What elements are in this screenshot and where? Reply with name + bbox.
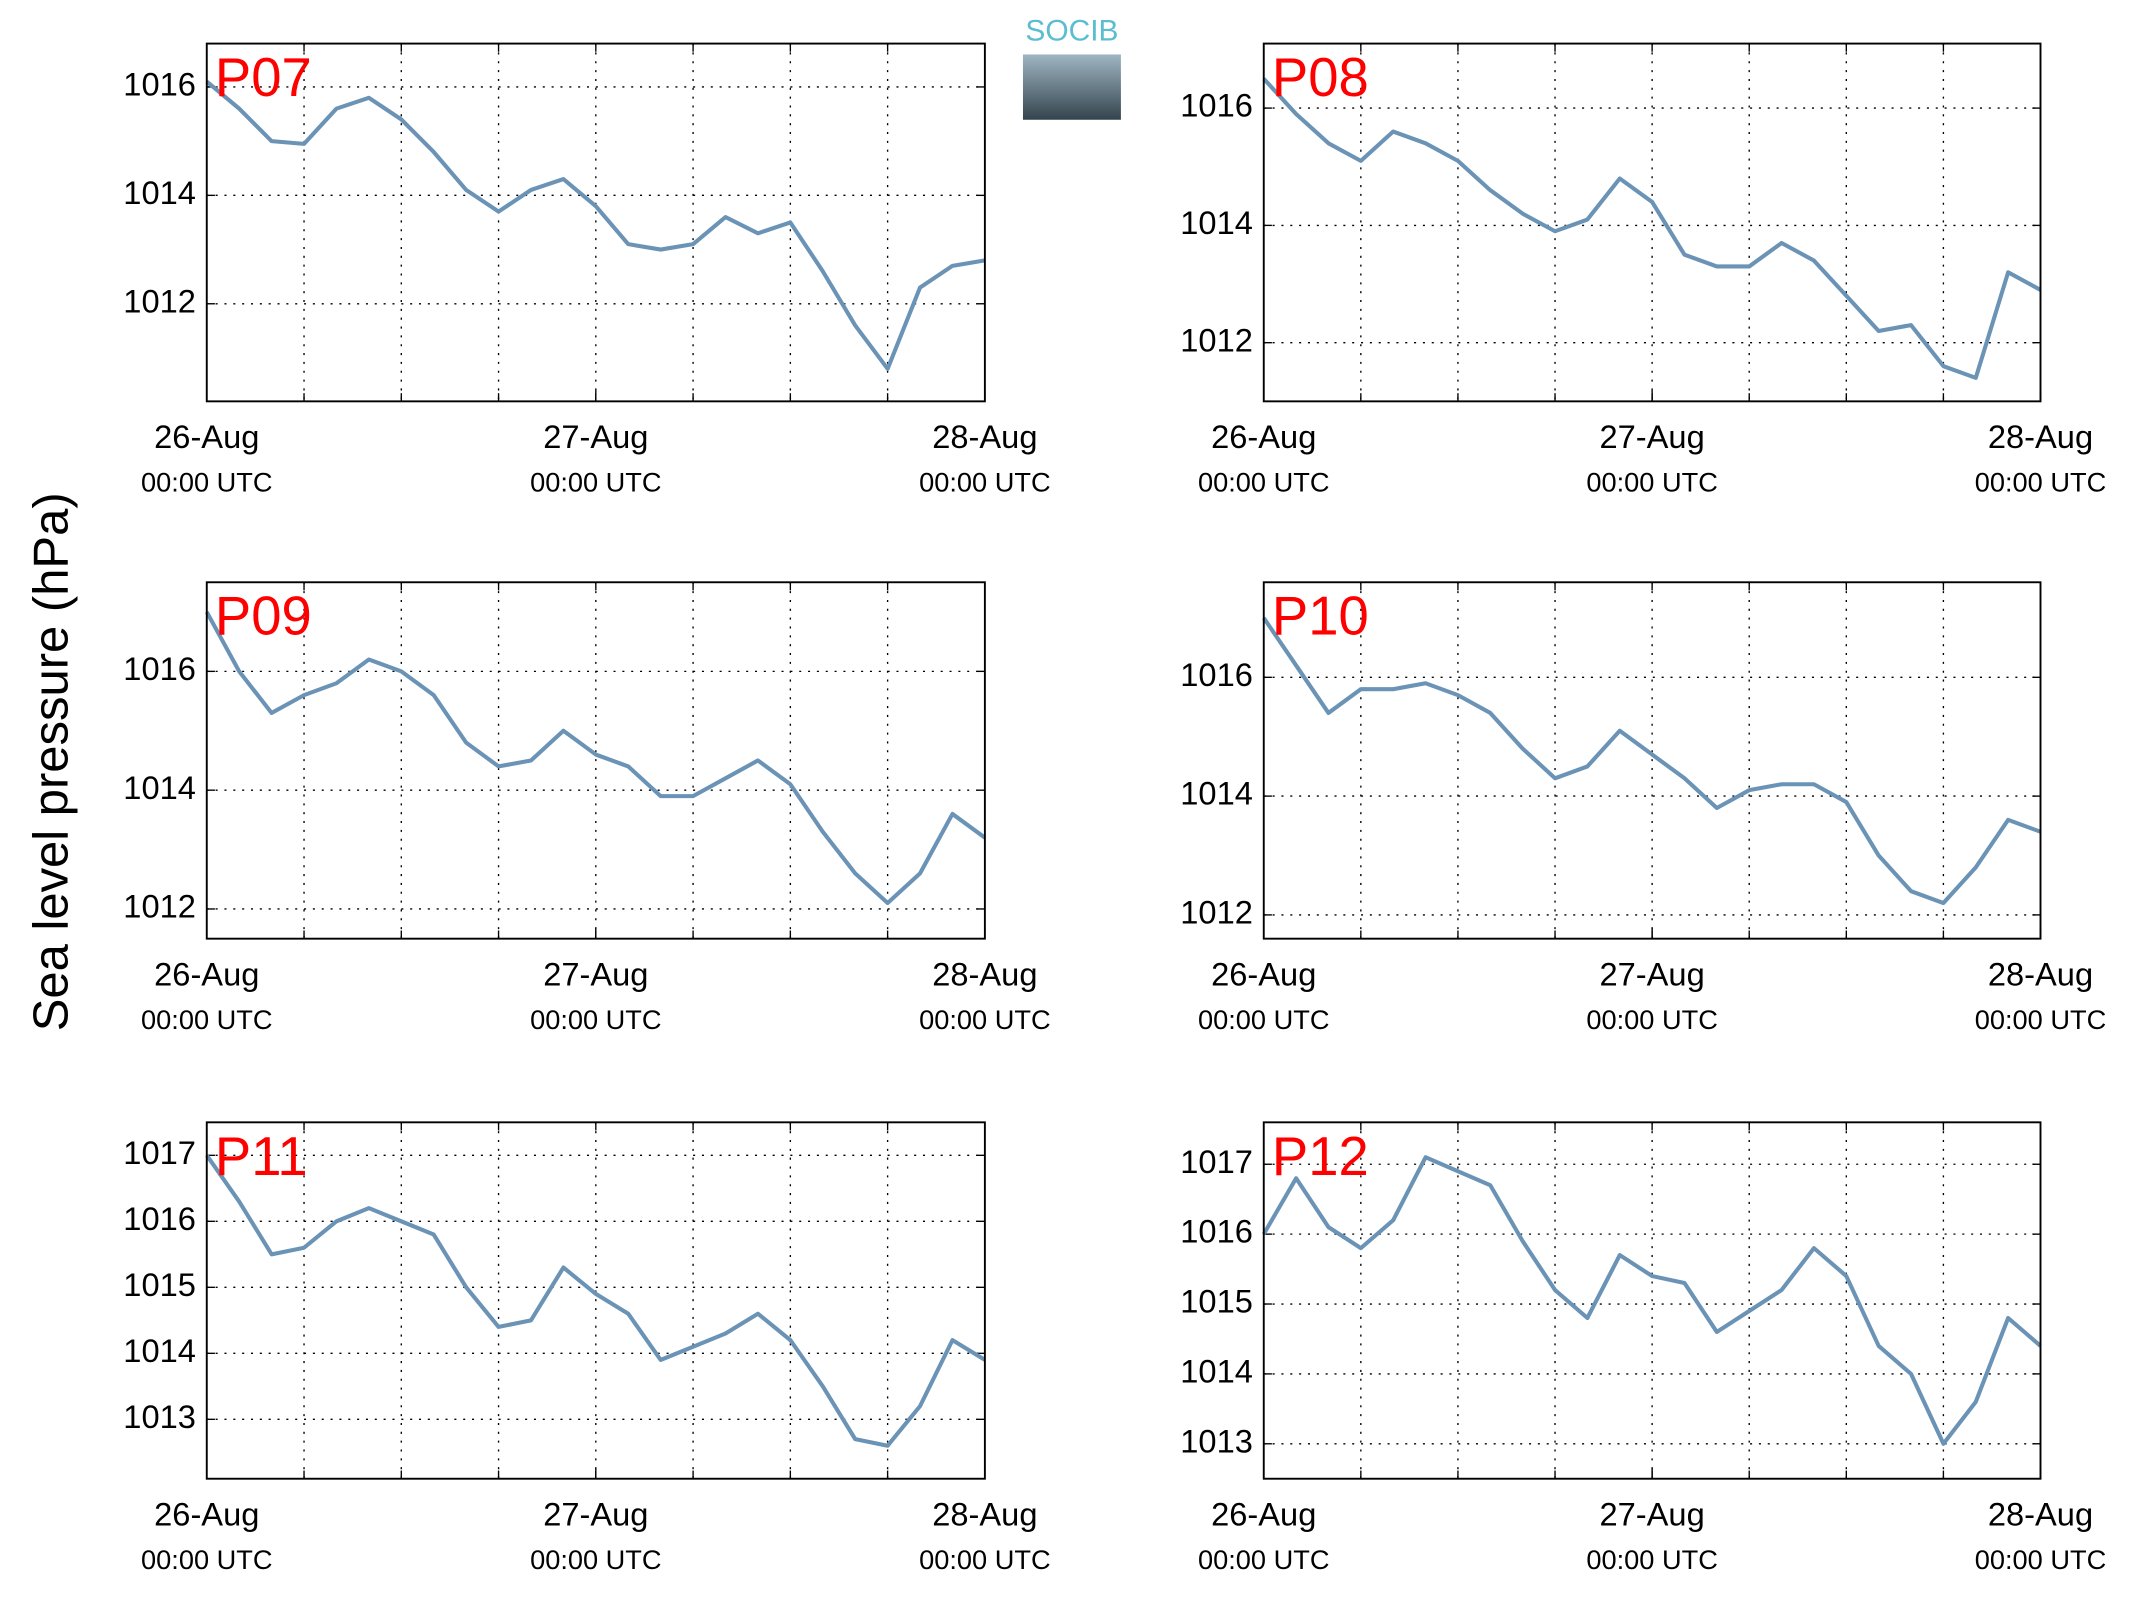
y-tick-label: 1014: [1180, 775, 1253, 812]
x-tick-sublabel: 00:00 UTC: [1586, 1004, 1717, 1035]
y-tick-label: 1012: [1180, 894, 1253, 931]
x-tick-sublabel: 00:00 UTC: [1198, 1004, 1329, 1035]
x-tick-sublabel: 00:00 UTC: [1586, 467, 1717, 498]
y-tick-label: 1016: [123, 66, 196, 103]
x-tick-sublabel: 00:00 UTC: [919, 1544, 1050, 1575]
x-tick-sublabel: 00:00 UTC: [1975, 1544, 2106, 1575]
y-tick-label: 1014: [1180, 1353, 1253, 1390]
panel-title: P09: [215, 586, 312, 647]
x-tick-label: 27-Aug: [1600, 418, 1705, 455]
x-tick-sublabel: 00:00 UTC: [919, 1004, 1050, 1035]
x-tick-sublabel: 00:00 UTC: [1586, 1544, 1717, 1575]
y-tick-label: 1014: [1180, 204, 1253, 241]
y-axis-label: Sea level pressure (hPa): [24, 492, 78, 1031]
y-tick-label: 1012: [1180, 321, 1253, 358]
x-tick-label: 27-Aug: [1600, 1495, 1705, 1532]
x-tick-label: 26-Aug: [154, 1495, 259, 1532]
subplot: 1012 1014 1016 26-Aug 00:00 UTC 27-Aug 00:00 U…: [1180, 42, 2106, 498]
y-tick-label: 1017: [123, 1134, 196, 1171]
y-tick-label: 1016: [1180, 1213, 1253, 1250]
x-tick-label: 27-Aug: [543, 418, 648, 455]
y-tick-label: 1017: [1180, 1143, 1253, 1180]
x-tick-sublabel: 00:00 UTC: [530, 467, 661, 498]
x-tick-label: 26-Aug: [1211, 1495, 1316, 1532]
x-tick-label: 28-Aug: [1988, 1495, 2093, 1532]
plot-frame: [1262, 42, 2042, 403]
x-tick-sublabel: 00:00 UTC: [530, 1544, 661, 1575]
data-line: [1262, 616, 2042, 906]
x-tick-label: 28-Aug: [932, 418, 1037, 455]
y-tick-label: 1012: [123, 888, 196, 925]
x-tick-sublabel: 00:00 UTC: [919, 467, 1050, 498]
panel-title: P10: [1272, 586, 1369, 647]
y-tick-label: 1016: [1180, 656, 1253, 693]
plot-frame: [1262, 1121, 2042, 1480]
y-tick-label: 1016: [1180, 87, 1253, 124]
y-tick-label: 1014: [123, 769, 196, 806]
x-tick-label: 28-Aug: [1988, 418, 2093, 455]
y-tick-label: 1013: [1180, 1422, 1253, 1459]
plot-frame: [205, 1121, 986, 1480]
y-tick-label: 1014: [123, 1332, 196, 1369]
y-tick-label: 1016: [123, 650, 196, 687]
x-tick-label: 26-Aug: [154, 418, 259, 455]
panel-title: P12: [1272, 1126, 1369, 1187]
x-tick-label: 26-Aug: [1211, 955, 1316, 992]
logo-text: SOCIB: [1025, 15, 1118, 48]
plot-frame: [1262, 581, 2042, 940]
subplot: 1013 1014 1015 1016 1017 26-Aug 00:00 UTC 27-Au…: [1180, 1121, 2106, 1575]
x-tick-label: 28-Aug: [932, 1495, 1037, 1532]
y-tick-label: 1015: [123, 1266, 196, 1303]
x-tick-sublabel: 00:00 UTC: [1198, 1544, 1329, 1575]
subplot: 1012 1014 1016 26-Aug 00:00 UTC 27-Aug 00:00 U…: [1180, 581, 2106, 1035]
logo-box: [1022, 54, 1121, 120]
x-tick-label: 28-Aug: [932, 955, 1037, 992]
x-tick-label: 27-Aug: [543, 1495, 648, 1532]
subplot: 1013 1014 1015 1016 1017 26-Aug 00:00 UTC 27-Au…: [123, 1121, 1051, 1575]
x-tick-sublabel: 00:00 UTC: [1975, 1004, 2106, 1035]
x-tick-sublabel: 00:00 UTC: [141, 1544, 272, 1575]
x-tick-sublabel: 00:00 UTC: [1198, 467, 1329, 498]
x-tick-sublabel: 00:00 UTC: [141, 467, 272, 498]
x-tick-label: 26-Aug: [1211, 418, 1316, 455]
logo: SOCIB: [1022, 15, 1121, 120]
panel-title: P07: [215, 47, 312, 108]
data-line: [204, 610, 987, 906]
x-tick-sublabel: 00:00 UTC: [141, 1004, 272, 1035]
plot-frame: [205, 581, 986, 940]
panel-title: P11: [215, 1126, 308, 1187]
x-tick-label: 26-Aug: [154, 955, 259, 992]
panel-title: P08: [1272, 47, 1369, 108]
y-tick-label: 1013: [123, 1398, 196, 1435]
x-tick-label: 27-Aug: [543, 955, 648, 992]
y-tick-label: 1016: [123, 1200, 196, 1237]
x-tick-label: 28-Aug: [1988, 955, 2093, 992]
x-tick-sublabel: 00:00 UTC: [1975, 467, 2106, 498]
y-tick-label: 1015: [1180, 1283, 1253, 1320]
subplot: 1012 1014 1016 26-Aug 00:00 UTC 27-Aug 00:00 U…: [123, 42, 1051, 498]
subplot: 1012 1014 1016 26-Aug 00:00 UTC 27-Aug 00:00 U…: [123, 581, 1051, 1035]
y-tick-label: 1012: [123, 282, 196, 319]
data-line: [205, 1154, 986, 1448]
x-tick-label: 27-Aug: [1600, 955, 1705, 992]
data-line: [205, 79, 986, 371]
data-line: [1262, 77, 2042, 380]
plot-frame: [205, 42, 986, 403]
y-tick-label: 1014: [123, 174, 196, 211]
data-line: [1261, 1155, 2042, 1446]
x-tick-sublabel: 00:00 UTC: [530, 1004, 661, 1035]
